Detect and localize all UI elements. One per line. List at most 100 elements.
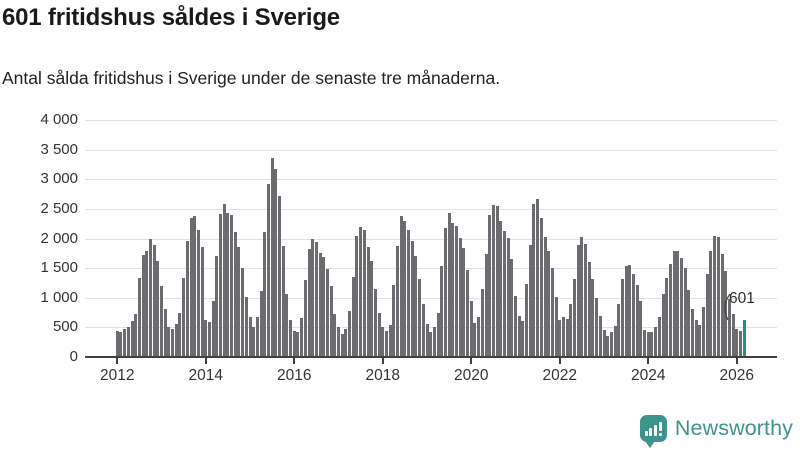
chart-bar: [484, 253, 488, 356]
chart-bar: [300, 317, 304, 356]
annotation-callout-line: [724, 293, 731, 321]
chart-bar: [200, 247, 204, 356]
chart-bar: [573, 279, 577, 356]
chart-bar: [598, 315, 602, 356]
chart-bar: [738, 331, 742, 356]
chart-bar: [613, 325, 617, 356]
chart-bar: [440, 266, 444, 356]
chart-bar: [665, 277, 669, 356]
chart-bar: [178, 313, 182, 356]
chart-bar: [322, 257, 326, 356]
chart-bar: [215, 256, 219, 356]
x-tick-2024: [647, 358, 650, 364]
chart-bar: [396, 246, 400, 356]
chart-bar: [359, 227, 363, 356]
chart-bar: [473, 323, 477, 356]
chart-bar: [709, 251, 713, 356]
chart-bar: [148, 238, 152, 356]
chart-bar: [119, 332, 123, 356]
chart-bar: [329, 285, 333, 356]
chart-bar: [126, 327, 130, 356]
chart-bar: [311, 238, 315, 356]
chart-bar: [510, 259, 514, 356]
y-tick-label: 4 000: [40, 111, 78, 128]
chart-bar: [259, 290, 263, 356]
chart-bar: [543, 237, 547, 356]
chart-bar: [565, 318, 569, 356]
x-tick-label-2024: 2024: [631, 367, 666, 384]
chart-bar: [624, 266, 628, 356]
chart-bar: [687, 290, 691, 356]
chart-bar: [698, 324, 702, 356]
y-tick-label: 2 500: [40, 199, 78, 217]
chart-bar: [314, 242, 318, 356]
chart-bar: [325, 269, 329, 356]
chart-bar: [163, 309, 167, 356]
chart-bar: [480, 289, 484, 356]
chart-bar: [189, 218, 193, 356]
chart-bar: [278, 196, 282, 356]
chart-bar: [661, 293, 665, 356]
chart-bar: [403, 221, 407, 356]
page-title: 601 fritidshus såldes i Sverige: [2, 4, 340, 31]
chart-bar: [676, 250, 680, 356]
chart-bar: [539, 218, 543, 356]
chart-bar: [488, 214, 492, 356]
chart-bar: [296, 332, 300, 356]
chart-bar: [654, 326, 658, 356]
chart-bar: [436, 313, 440, 356]
y-tick-label: 1 500: [40, 259, 78, 277]
chart-bar: [576, 244, 580, 356]
x-tick-2014: [204, 358, 207, 364]
y-tick-label: 2 000: [40, 229, 78, 247]
gridline-3000: [85, 179, 777, 181]
x-tick-2022: [558, 358, 561, 364]
plot-area: [85, 120, 777, 358]
chart-bar: [694, 319, 698, 356]
chart-bar: [521, 320, 525, 356]
gridline-2500: [85, 208, 777, 210]
newsworthy-logo: Newsworthy: [639, 415, 793, 448]
chart-bar: [222, 204, 226, 356]
gridline-500: [85, 327, 777, 329]
chart-bar: [591, 279, 595, 356]
chart-bar: [307, 249, 311, 356]
chart-bar: [237, 247, 241, 356]
chart-bar: [289, 320, 293, 356]
chart-bar: [635, 284, 639, 356]
chart-bar: [502, 231, 506, 356]
chart-bar: [270, 158, 274, 356]
chart-bar: [514, 295, 518, 356]
chart-bar: [185, 240, 189, 356]
chart-bar: [248, 316, 252, 356]
chart-bar: [130, 320, 134, 356]
y-tick-label: 1 000: [40, 288, 78, 306]
chart-bar: [639, 301, 643, 356]
chart-bar: [230, 214, 234, 356]
chart-bar: [340, 333, 344, 356]
chart-bar: [705, 273, 709, 356]
chart-bar: [137, 277, 141, 356]
chart-bar: [207, 322, 211, 356]
chart-bar: [469, 300, 473, 356]
chart-bar: [115, 330, 119, 356]
x-tick-label-2022: 2022: [542, 367, 578, 384]
y-tick-label: 0: [69, 348, 78, 365]
chart-bar: [421, 304, 425, 356]
chart-bar: [160, 285, 164, 356]
chart-bar: [499, 220, 503, 356]
x-tick-label-2020: 2020: [454, 367, 489, 384]
chart-bar: [458, 237, 462, 356]
chart-bar: [491, 204, 495, 356]
y-tick-label: 500: [52, 318, 78, 336]
x-tick-label-2012: 2012: [100, 367, 135, 384]
chart-bar: [462, 247, 466, 356]
chart-bar: [193, 215, 197, 356]
chart-bar: [595, 298, 599, 356]
chart-bar: [587, 261, 591, 356]
chart-bar: [348, 310, 352, 356]
chart-bar: [337, 327, 341, 356]
x-axis-line: [85, 356, 777, 358]
newsworthy-wordmark: Newsworthy: [674, 416, 793, 440]
